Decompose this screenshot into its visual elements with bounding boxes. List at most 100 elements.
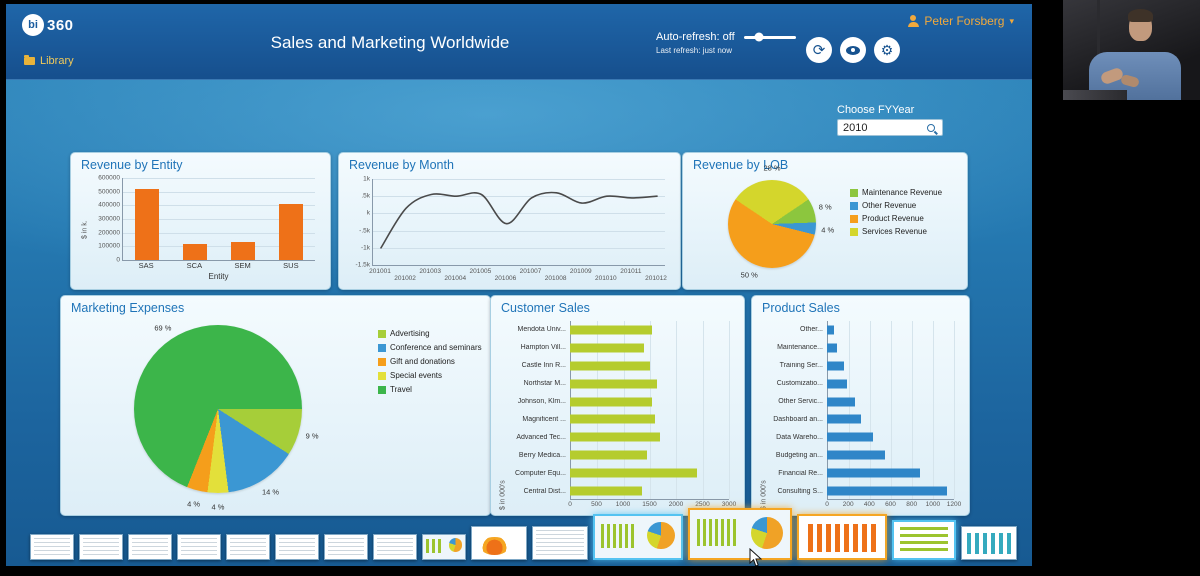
category-label: Customizatio...: [776, 380, 823, 388]
revenue-by-lob-pie-chart[interactable]: 28 % 8 % 4 % 50 %: [728, 164, 834, 280]
bar-3[interactable]: [827, 361, 844, 371]
bar-row: Budgeting an...: [769, 446, 954, 464]
filmstrip-thumbnail-14[interactable]: [797, 514, 887, 560]
pie-percent-label: 4 %: [821, 225, 835, 235]
y-tick-label: k: [366, 209, 370, 217]
panel-product-sales: Product Sales $ in 000's Other... Maintena…: [751, 295, 970, 516]
bar-4[interactable]: [827, 379, 848, 389]
bar-3[interactable]: [570, 361, 650, 371]
legend-item: Advertising: [378, 329, 482, 338]
filmstrip-thumbnail-9[interactable]: [422, 534, 466, 560]
panel-title: Revenue by LOB: [693, 158, 789, 172]
x-tick-label: 0: [568, 501, 572, 508]
fyyear-label: Choose FYYear: [837, 104, 915, 116]
filmstrip-thumbnail-16[interactable]: [961, 526, 1017, 560]
bar-1[interactable]: [827, 325, 835, 335]
filmstrip-thumbnail-15[interactable]: [892, 520, 956, 560]
panel-customer-sales: Customer Sales $ in 000's Mendota Univ...…: [490, 295, 745, 516]
category-label: Other Servic...: [778, 398, 823, 406]
breadcrumb-library[interactable]: Library: [24, 55, 74, 67]
bar-7[interactable]: [827, 432, 873, 442]
view-button[interactable]: [840, 37, 866, 63]
x-tick-label: 800: [906, 501, 918, 508]
category-label: Financial Re...: [778, 469, 823, 477]
category-label: Dashboard an...: [773, 415, 823, 423]
category-label: Northstar M...: [523, 380, 566, 388]
filmstrip-thumbnail-4[interactable]: [177, 534, 221, 560]
pie-percent-label: 69 %: [154, 323, 172, 333]
x-tick-label: 201006: [494, 275, 517, 282]
customer-sales-chart: $ in 000's Mendota Univ... Hampton Vill...…: [494, 319, 741, 512]
filmstrip-thumbnail-11[interactable]: [532, 526, 588, 560]
filmstrip-thumbnail-10[interactable]: [471, 526, 527, 560]
auto-refresh-label: Auto-refresh: off: [656, 31, 735, 43]
bar-2[interactable]: [570, 343, 645, 353]
category-label: Budgeting an...: [775, 451, 823, 459]
bar-1[interactable]: [570, 325, 653, 335]
x-category-label: SCA: [186, 261, 203, 270]
bar-10[interactable]: [827, 486, 947, 496]
bar-8[interactable]: [827, 450, 886, 460]
bar-SAS[interactable]: [135, 188, 159, 260]
x-tick-label: 1000: [925, 501, 941, 508]
category-label: Computer Equ...: [515, 469, 566, 477]
user-menu[interactable]: Peter Forsberg ▾: [907, 14, 1014, 28]
x-tick-label: 201005: [469, 268, 492, 275]
filmstrip-thumbnail-6[interactable]: [275, 534, 319, 560]
revenue-by-lob-legend: Maintenance Revenue Other Revenue Product …: [850, 188, 942, 312]
bi360-logo[interactable]: bi 360: [22, 14, 74, 36]
bar-9[interactable]: [827, 468, 921, 478]
filmstrip-thumbnail-8[interactable]: [373, 534, 417, 560]
pie-percent-label: 14 %: [261, 487, 280, 497]
filmstrip-thumbnail-1[interactable]: [30, 534, 74, 560]
page-title: Sales and Marketing Worldwide: [270, 33, 510, 52]
refresh-button[interactable]: ⟳: [806, 37, 832, 63]
gridline: [954, 321, 955, 499]
settings-button[interactable]: ⚙: [874, 37, 900, 63]
gridline: [373, 230, 665, 232]
bar-7[interactable]: [570, 432, 661, 442]
x-tick-label: 3000: [721, 501, 737, 508]
bar-5[interactable]: [570, 397, 653, 407]
bar-4[interactable]: [570, 379, 658, 389]
slider-knob[interactable]: [754, 32, 764, 42]
plot-grid: [570, 321, 730, 500]
x-tick-label: 201009: [569, 268, 592, 275]
legend-item: Gift and donations: [378, 357, 482, 366]
gridline: [912, 321, 913, 499]
panel-marketing-expenses: Marketing Expenses 9 % 14 % 4 % 4 % 69 % Adv…: [60, 295, 491, 516]
x-tick-label: 201011: [620, 268, 642, 275]
filmstrip-thumbnail-5[interactable]: [226, 534, 270, 560]
auto-refresh-slider[interactable]: [743, 32, 796, 42]
bar-6[interactable]: [827, 414, 861, 424]
bi360-logo-text: 360: [47, 16, 74, 34]
bar-6[interactable]: [570, 414, 655, 424]
category-label: Training Ser...: [779, 362, 823, 370]
bar-SUS[interactable]: [279, 203, 303, 260]
bar-SEM[interactable]: [231, 242, 255, 260]
bar-row: Berry Medica...: [508, 446, 729, 464]
fyyear-input[interactable]: 2010: [837, 119, 943, 136]
y-tick-label: -1.5k: [355, 261, 370, 269]
legend-swatch: [378, 329, 386, 338]
bar-10[interactable]: [570, 486, 642, 496]
bar-8[interactable]: [570, 450, 647, 460]
search-icon[interactable]: [927, 123, 935, 132]
filmstrip-thumbnail-12[interactable]: [593, 514, 683, 560]
bar-SCA[interactable]: [183, 244, 207, 260]
legend-swatch: [850, 214, 858, 223]
chevron-down-icon: ▾: [1009, 15, 1014, 26]
category-label: Advanced Tec...: [516, 433, 566, 441]
legend-label: Gift and donations: [390, 357, 455, 366]
bar-9[interactable]: [570, 468, 698, 478]
filmstrip-thumbnail-13[interactable]: [688, 508, 792, 566]
marketing-expenses-pie-chart[interactable]: 9 % 14 % 4 % 4 % 69 %: [134, 323, 319, 512]
bar-row: Magnificent ...: [508, 411, 729, 429]
filmstrip-thumbnail-2[interactable]: [79, 534, 123, 560]
bar-2[interactable]: [827, 343, 837, 353]
filmstrip-thumbnail-7[interactable]: [324, 534, 368, 560]
revenue-line[interactable]: [373, 179, 665, 265]
filmstrip-thumbnail-3[interactable]: [128, 534, 172, 560]
legend-item: Travel: [378, 385, 482, 394]
bar-5[interactable]: [827, 397, 855, 407]
